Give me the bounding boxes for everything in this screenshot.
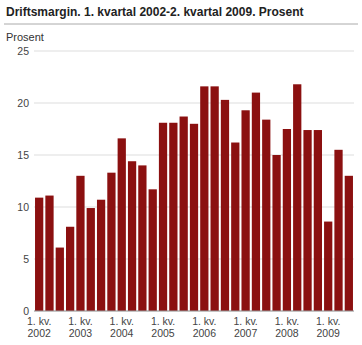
- x-tick-label-line: 2005: [151, 327, 175, 339]
- bar: [314, 130, 322, 311]
- y-grid: [34, 51, 354, 311]
- x-tick-label-line: 2002: [27, 327, 51, 339]
- chart-title: Driftsmargin. 1. kvartal 2002-2. kvartal…: [6, 5, 304, 19]
- bar: [149, 189, 157, 311]
- x-tick-label-line: 2008: [275, 327, 299, 339]
- x-tick-label: 1. kv.2004: [110, 315, 134, 339]
- x-tick-label-line: 1. kv.: [68, 315, 92, 327]
- bar: [87, 208, 95, 311]
- bar: [76, 176, 84, 311]
- x-tick-label-line: 2009: [317, 327, 341, 339]
- bars: [35, 84, 353, 311]
- x-tick-label: 1. kv.2007: [233, 315, 257, 339]
- x-tick-label: 1. kv.2003: [68, 315, 92, 339]
- y-tick-label: 20: [17, 97, 29, 109]
- bar: [138, 165, 146, 311]
- grid-line: [34, 103, 354, 104]
- bar: [159, 123, 167, 311]
- x-tick-label-line: 2004: [110, 327, 134, 339]
- bar: [252, 93, 260, 311]
- bar: [180, 117, 188, 311]
- x-tick-label-line: 1. kv.: [192, 315, 216, 327]
- bar: [231, 143, 239, 311]
- grid-line: [34, 311, 354, 312]
- chart-container: Driftsmargin. 1. kvartal 2002-2. kvartal…: [0, 0, 362, 345]
- x-tick-label: 1. kv.2006: [192, 315, 216, 339]
- bar: [128, 161, 136, 311]
- bar: [283, 129, 291, 311]
- grid-line: [34, 51, 354, 52]
- x-tick-label: 1. kv.2005: [151, 315, 175, 339]
- x-tick-label-line: 1. kv.: [275, 315, 299, 327]
- x-tick-label-line: 1. kv.: [151, 315, 175, 327]
- y-tick-label: 15: [17, 149, 29, 161]
- bar: [211, 86, 219, 311]
- bar: [303, 130, 311, 311]
- title-separator: [4, 24, 358, 25]
- bar: [334, 150, 342, 311]
- bar: [293, 84, 301, 311]
- x-tick-label-line: 1. kv.: [233, 315, 257, 327]
- bar: [45, 196, 53, 311]
- x-tick-label-line: 1. kv.: [27, 315, 51, 327]
- bar: [241, 110, 249, 311]
- x-tick-label: 1. kv.2008: [275, 315, 299, 339]
- x-tick-label-line: 2006: [193, 327, 217, 339]
- x-axis-line: [34, 311, 354, 312]
- bar: [35, 198, 43, 311]
- bar: [221, 100, 229, 311]
- bar: [66, 227, 74, 311]
- bar: [107, 173, 115, 311]
- y-tick-label: 10: [17, 201, 29, 213]
- bar: [345, 176, 353, 311]
- x-tick-label-line: 2007: [234, 327, 258, 339]
- bar: [97, 200, 105, 311]
- bar: [118, 138, 126, 311]
- x-tick-label-line: 1. kv.: [110, 315, 134, 327]
- chart-svg: Driftsmargin. 1. kvartal 2002-2. kvartal…: [0, 0, 362, 345]
- bar: [190, 124, 198, 311]
- x-tick-label: 1. kv.2009: [316, 315, 340, 339]
- y-axis-label: Prosent: [6, 31, 44, 43]
- title-line: Driftsmargin. 1. kvartal 2002-2. kvartal…: [6, 5, 304, 19]
- bar: [169, 123, 177, 311]
- y-tick-label: 25: [17, 45, 29, 57]
- bar: [272, 155, 280, 311]
- bar: [262, 120, 270, 311]
- x-tick-label-line: 1. kv.: [316, 315, 340, 327]
- bar: [200, 86, 208, 311]
- bar: [56, 248, 64, 311]
- x-tick-label-line: 2003: [69, 327, 93, 339]
- y-tick-label: 5: [23, 253, 29, 265]
- bar: [324, 222, 332, 311]
- x-tick-label: 1. kv.2002: [27, 315, 51, 339]
